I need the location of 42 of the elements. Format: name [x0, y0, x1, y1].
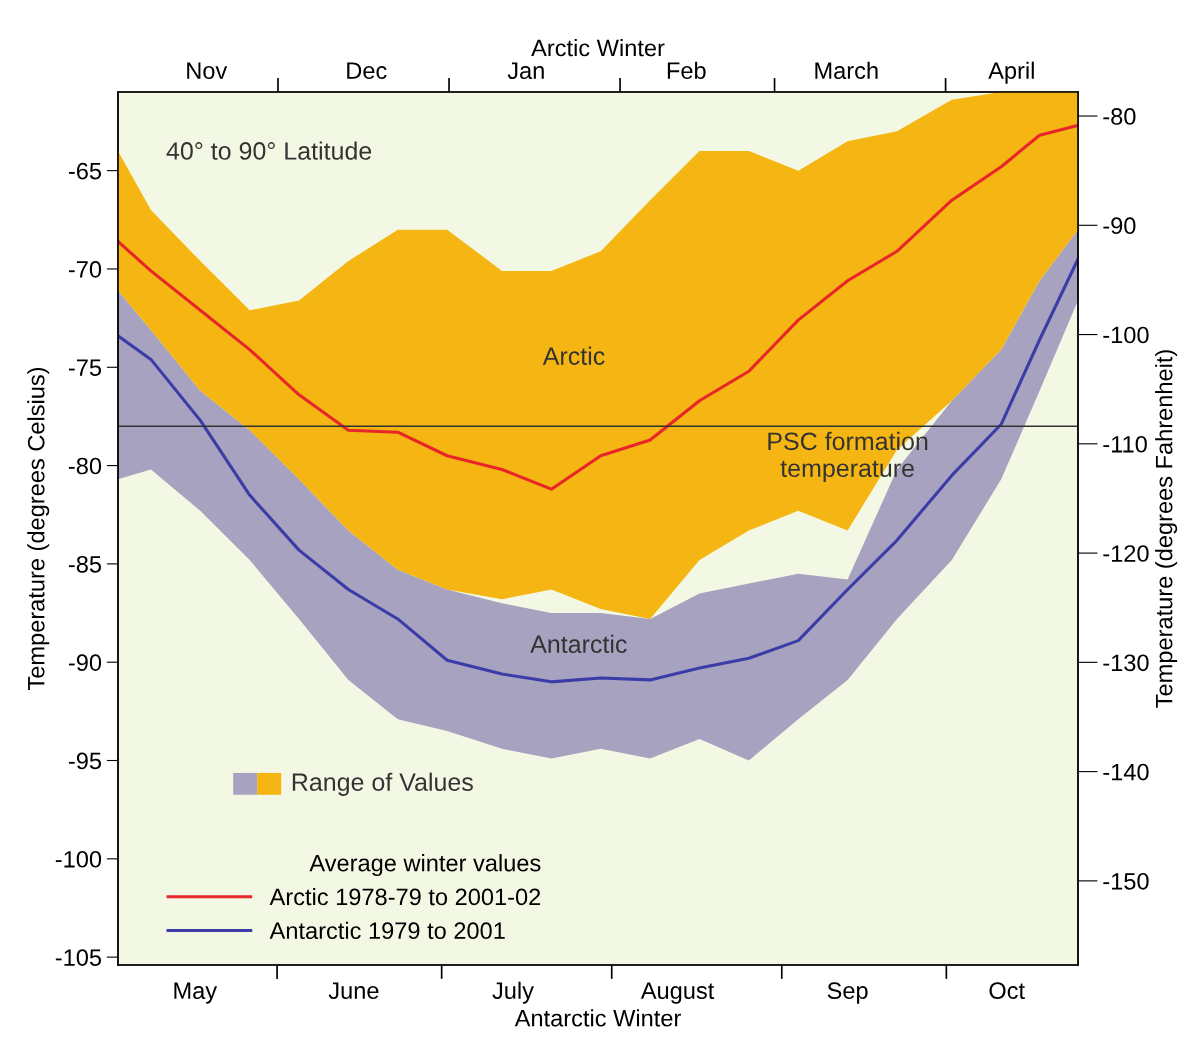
- line-series: [118, 123, 1078, 491]
- x-tick-label: Oct: [989, 982, 1025, 1000]
- x-tick-label: June: [328, 982, 379, 1000]
- y2-tick-label: -90: [1103, 217, 1136, 235]
- x-tick-label: May: [174, 982, 218, 1004]
- y2-tick-label: -110: [1103, 435, 1147, 453]
- legend-title: Average winter values: [309, 854, 541, 877]
- annotation: Antarctic: [530, 634, 627, 654]
- y-tick-label: -95: [68, 752, 102, 770]
- x2-tick-label: April: [988, 61, 1034, 84]
- y-axis-title: Temperature (degrees Celsius): [27, 367, 50, 691]
- y-tick-label: -90: [68, 654, 102, 671]
- x2-tick-label: Jan: [507, 62, 544, 79]
- annotation: Arctic: [542, 346, 605, 365]
- y-tick-label: -100: [55, 850, 102, 868]
- y-tick-label: -75: [68, 359, 102, 377]
- y-tick-label: -105: [55, 949, 102, 966]
- y2-tick-label: -120: [1103, 545, 1149, 562]
- line-series: [118, 257, 1078, 684]
- annotation: 40° to 90° Latitude: [166, 141, 372, 160]
- y2-tick-label: -140: [1103, 763, 1149, 781]
- x-tick-label: Sep: [827, 982, 868, 1004]
- legend-label: Arctic 1978-79 to 2001-02: [269, 887, 541, 906]
- y-tick-label: -65: [68, 162, 102, 180]
- y2-axis-title: Temperature (degrees Fahrenheit): [1155, 350, 1178, 708]
- x2-tick-label: Dec: [347, 62, 387, 79]
- y-tick-label: -85: [68, 555, 102, 573]
- y2-tick-label: -150: [1103, 872, 1149, 890]
- x2-tick-label: Feb: [667, 61, 706, 79]
- annotation: Range of Values: [292, 772, 473, 796]
- x-tick-label: August: [640, 982, 715, 1004]
- y2-tick-label: -130: [1103, 654, 1149, 672]
- x-axis-title: Antarctic Winter: [514, 1009, 681, 1027]
- x2-axis-title: Arctic Winter: [531, 38, 665, 57]
- y2-tick-label: -100: [1103, 326, 1149, 344]
- x-tick-label: July: [492, 981, 534, 1004]
- legend-label: Antarctic 1979 to 2001: [269, 921, 505, 940]
- y-tick-label: -70: [68, 261, 102, 278]
- x2-tick-label: Nov: [187, 62, 228, 79]
- x2-tick-label: March: [815, 61, 878, 79]
- y-tick-label: -80: [68, 457, 102, 475]
- y2-tick-label: -80: [1103, 108, 1136, 125]
